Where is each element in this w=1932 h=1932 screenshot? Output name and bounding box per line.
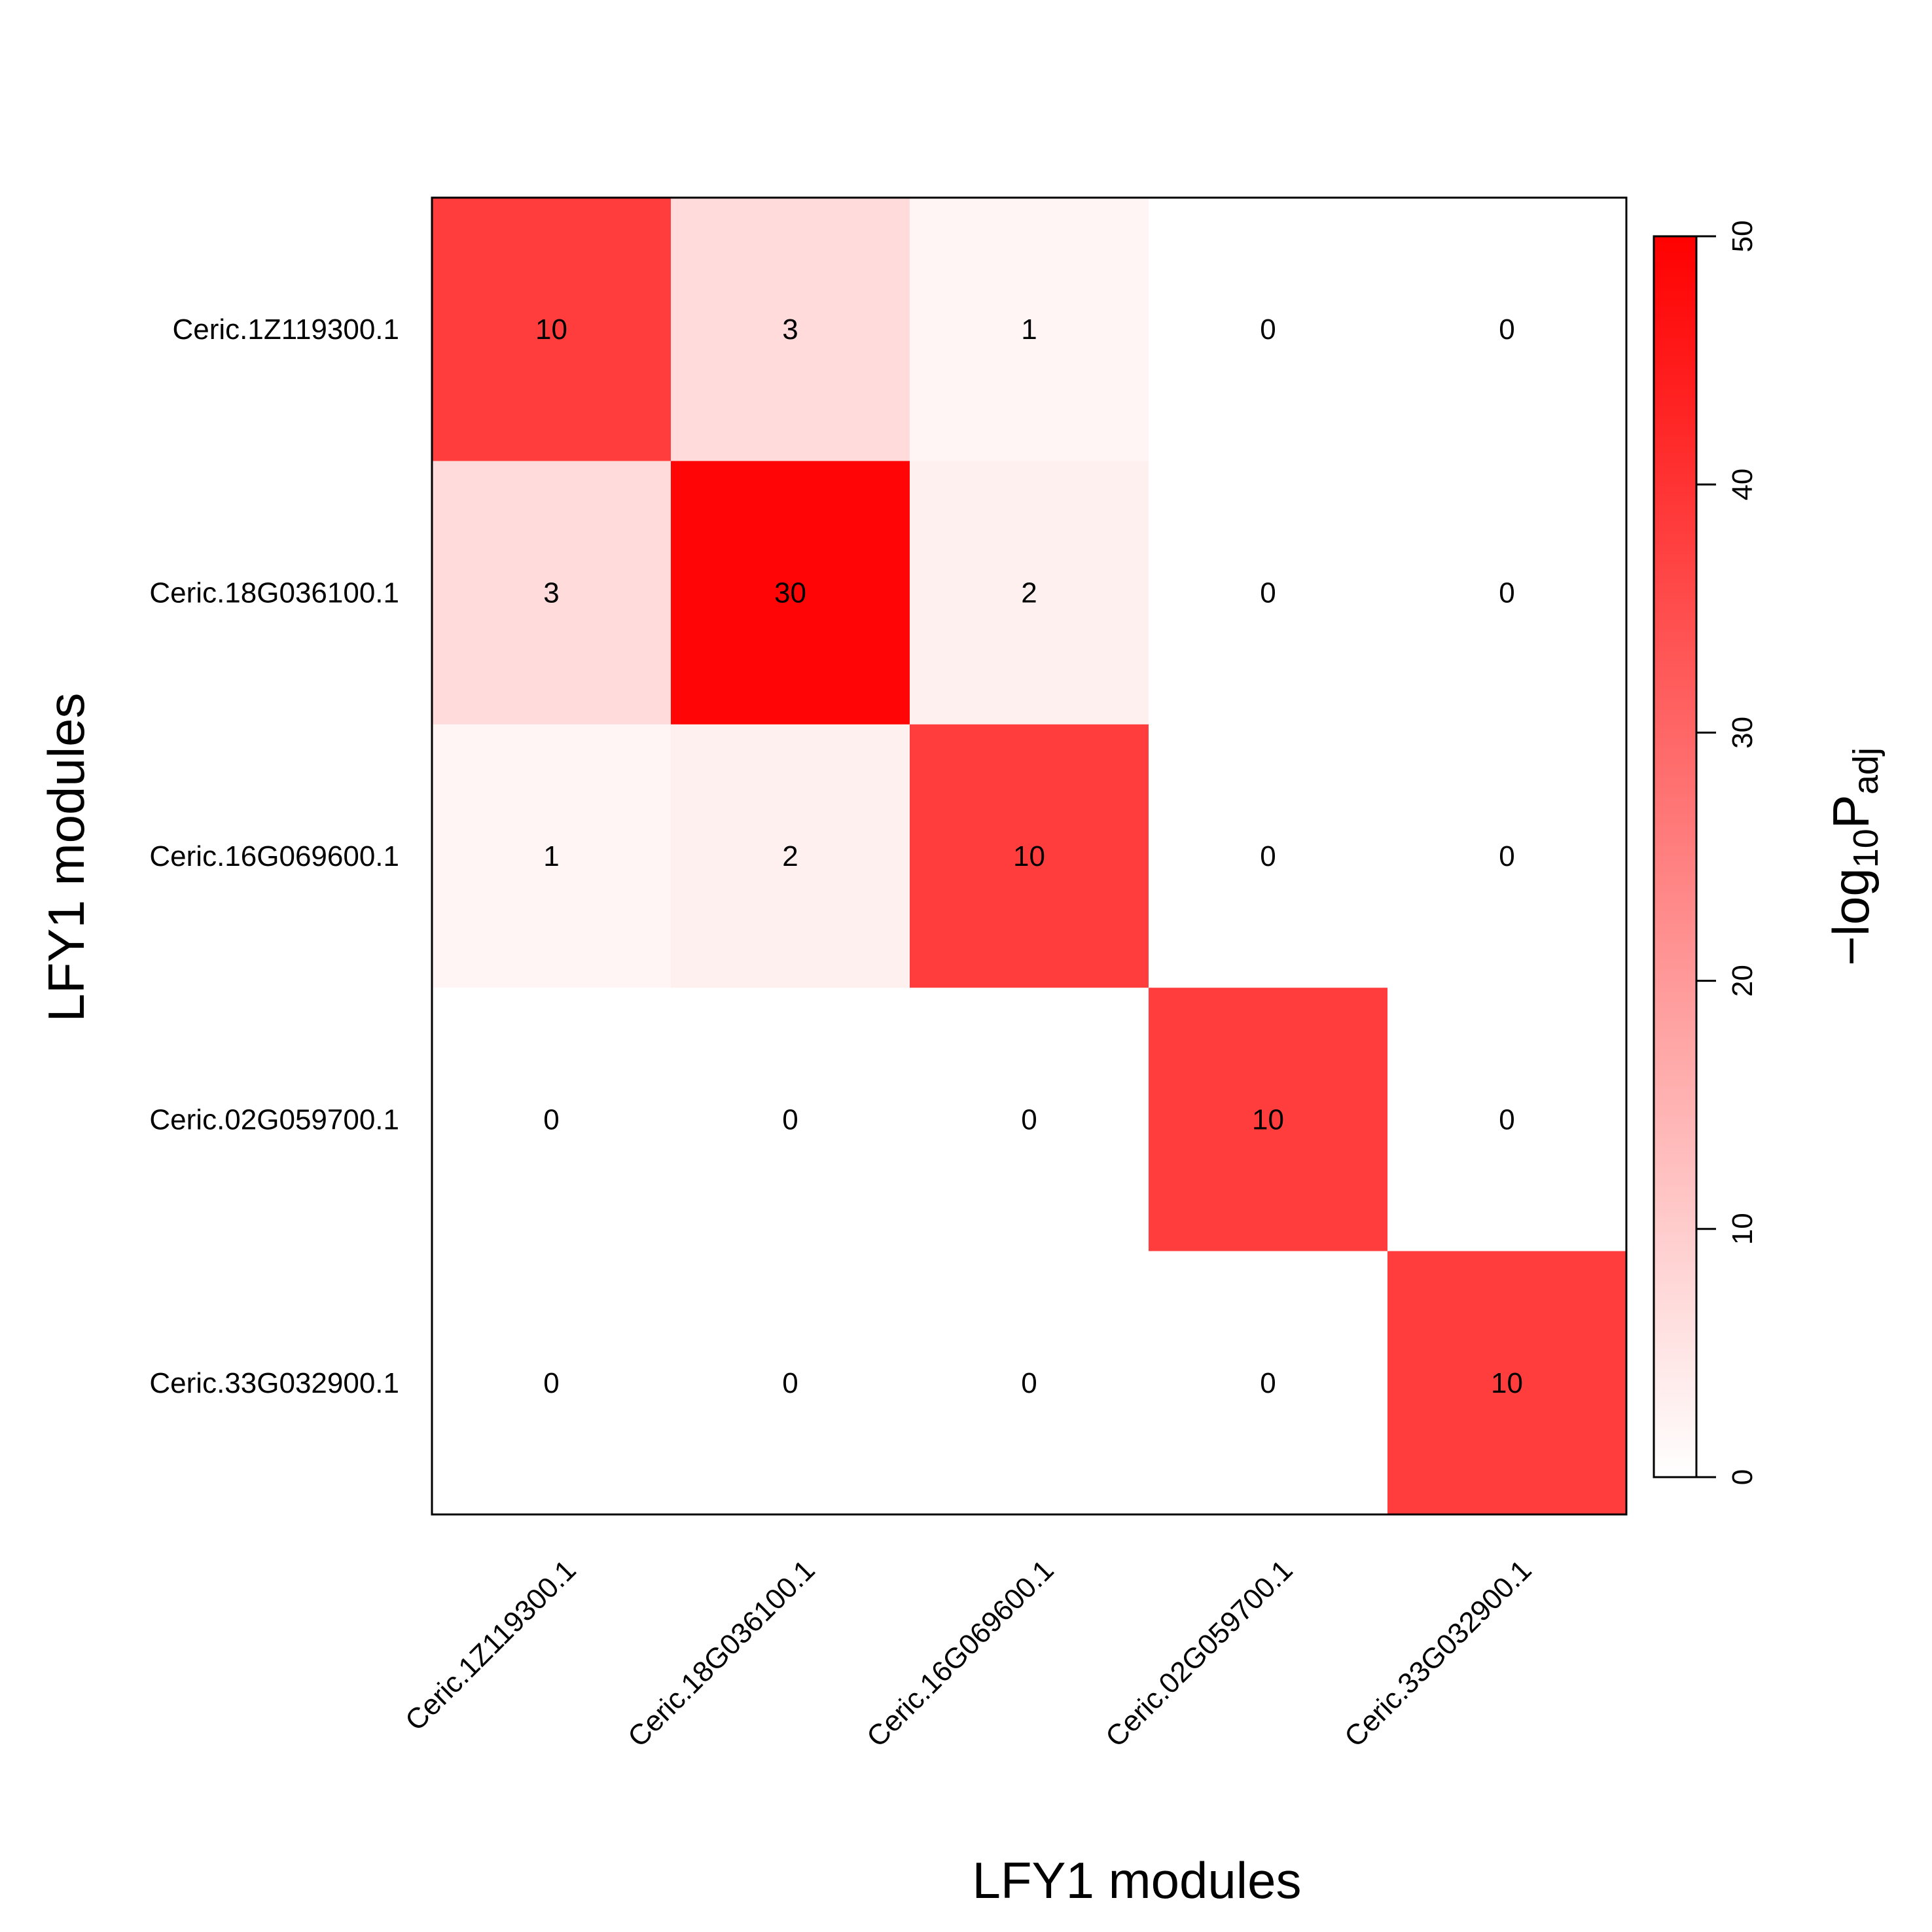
heatmap-cell [910, 1251, 1149, 1515]
heatmap-cell-label: 0 [1260, 577, 1276, 609]
heatmap-cell [671, 724, 910, 988]
x-tick-label: Ceric.1Z119300.1 [399, 1554, 582, 1737]
heatmap-cell-label: 0 [1260, 313, 1276, 346]
heatmap-cell-label: 0 [1499, 840, 1514, 872]
y-tick-label: Ceric.18G036100.1 [149, 577, 399, 609]
y-axis-tick-labels: Ceric.1Z119300.1 Ceric.18G036100.1 Ceric.1… [149, 313, 399, 1399]
heatmap-cell [1387, 1251, 1627, 1515]
y-tick-label: Ceric.1Z119300.1 [173, 313, 400, 346]
heatmap-cell-label: 2 [782, 840, 798, 872]
heatmap-cells [432, 198, 1627, 1515]
colorbar-ticks: 0 10 20 30 40 50 [1696, 221, 1759, 1485]
heatmap-cell-label: 3 [543, 577, 559, 609]
heatmap-cell [1149, 198, 1388, 461]
heatmap-cell [910, 724, 1149, 988]
heatmap-cell [910, 198, 1149, 461]
colorbar-title-main: −log [1822, 868, 1880, 966]
colorbar-tick-label: 40 [1726, 469, 1759, 501]
heatmap-cell-label: 2 [1021, 577, 1037, 609]
x-axis-label: LFY1 modules [973, 1851, 1302, 1909]
colorbar-title-sub: 10 [1846, 829, 1886, 868]
heatmap-cell [1387, 461, 1627, 725]
heatmap-cell [910, 988, 1149, 1252]
heatmap-cell [432, 724, 671, 988]
heatmap-cell [1387, 988, 1627, 1252]
x-tick-label: Ceric.33G032900.1 [1338, 1554, 1537, 1753]
heatmap-cell-label: 0 [1499, 313, 1514, 346]
heatmap-cell [432, 988, 671, 1252]
x-axis-tick-labels: Ceric.1Z119300.1 Ceric.18G036100.1 Ceric.1… [399, 1554, 1538, 1753]
heatmap-cell-label: 1 [543, 840, 559, 872]
heatmap-cell [1387, 724, 1627, 988]
heatmap-cell [671, 461, 910, 725]
heatmap-cell-label: 3 [782, 313, 798, 346]
heatmap-cell-label: 0 [543, 1367, 559, 1399]
y-tick-label: Ceric.33G032900.1 [149, 1367, 399, 1399]
heatmap-cell [671, 198, 910, 461]
y-axis-label: LFY1 modules [37, 693, 95, 1022]
heatmap-cell-label: 0 [782, 1367, 798, 1399]
y-tick-label: Ceric.16G069600.1 [149, 840, 399, 872]
heatmap-cell-label: 0 [1499, 1103, 1514, 1136]
heatmap-cell-label: 0 [1021, 1367, 1037, 1399]
heatmap-cell [1149, 724, 1388, 988]
x-tick-label: Ceric.02G059700.1 [1100, 1554, 1298, 1753]
y-tick-label: Ceric.02G059700.1 [149, 1103, 399, 1136]
colorbar-title-p: P [1822, 795, 1880, 829]
heatmap-cell-label: 0 [1260, 840, 1276, 872]
heatmap-cell [910, 461, 1149, 725]
heatmap-cell-labels: 10 3 1 0 03 30 2 0 01 2 10 0 00 0 0 10 00 0 0 0 10 [535, 313, 1523, 1399]
colorbar-frame [1653, 235, 1698, 1478]
heatmap-cell [432, 198, 671, 461]
heatmap-cell [1387, 198, 1627, 461]
heatmap-cell-label: 10 [535, 313, 567, 346]
colorbar-tick-label: 50 [1726, 221, 1759, 253]
heatmap-cell-label: 0 [543, 1103, 559, 1136]
colorbar-tick-label: 20 [1726, 965, 1759, 997]
heatmap-cell [432, 1251, 671, 1515]
x-tick-label: Ceric.16G069600.1 [861, 1554, 1060, 1753]
heatmap-cell [1149, 1251, 1388, 1515]
colorbar-tick-label: 10 [1726, 1213, 1759, 1245]
heatmap-cell-label: 10 [1491, 1367, 1523, 1399]
heatmap-cell-label: 10 [1013, 840, 1045, 872]
heatmap-cell-label: 0 [1021, 1103, 1037, 1136]
colorbar-title: −log10Padj [1822, 747, 1886, 966]
colorbar-tick-label: 0 [1726, 1469, 1759, 1485]
heatmap-cell-label: 0 [1260, 1367, 1276, 1399]
heatmap-cell-label: 10 [1252, 1103, 1284, 1136]
heatmap-cell [1149, 988, 1388, 1252]
colorbar-title-sub2: adj [1846, 747, 1886, 795]
heatmap-cell [1149, 461, 1388, 725]
colorbar-gradient [1654, 236, 1696, 1477]
x-tick-label: Ceric.18G036100.1 [622, 1554, 821, 1753]
heatmap-cell [671, 1251, 910, 1515]
heatmap-cell-label: 0 [782, 1103, 798, 1136]
heatmap-cell [671, 988, 910, 1252]
heatmap-cell-label: 0 [1499, 577, 1514, 609]
heatmap-cell-label: 30 [774, 577, 806, 609]
plot-frame [431, 196, 1628, 1516]
heatmap-cell-label: 1 [1021, 313, 1037, 346]
heatmap-cell [432, 461, 671, 725]
colorbar-tick-label: 30 [1726, 717, 1759, 749]
